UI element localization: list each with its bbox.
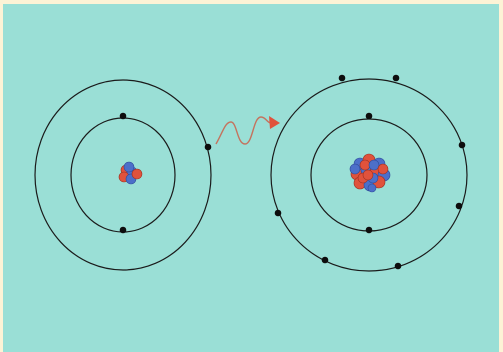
neutron (123, 161, 135, 173)
neutron (349, 163, 361, 175)
electron (458, 141, 466, 149)
diagram-panel (3, 4, 499, 352)
electron (392, 74, 400, 82)
neutron (367, 183, 377, 193)
electron (338, 74, 346, 82)
wavy-photon-arrow-icon (269, 116, 280, 129)
nucleus (349, 153, 391, 193)
photon (215, 116, 280, 145)
nucleus (118, 161, 143, 185)
outer-shell-orbit (34, 79, 212, 271)
proton (377, 163, 389, 175)
proton (362, 169, 374, 181)
electron (365, 112, 373, 120)
proton (359, 159, 371, 171)
electron (204, 143, 212, 151)
atom-transfer-diagram (34, 74, 468, 272)
left-atom (34, 79, 212, 271)
proton (131, 168, 143, 180)
electron (119, 226, 127, 234)
outer-shell-orbit (270, 78, 468, 272)
electron (394, 262, 402, 270)
electron (321, 256, 329, 264)
electron (119, 112, 127, 120)
electron (455, 202, 463, 210)
right-atom (270, 74, 468, 272)
photon-wave (215, 116, 272, 145)
electron (274, 209, 282, 217)
electron (365, 226, 373, 234)
neutron (368, 159, 380, 171)
